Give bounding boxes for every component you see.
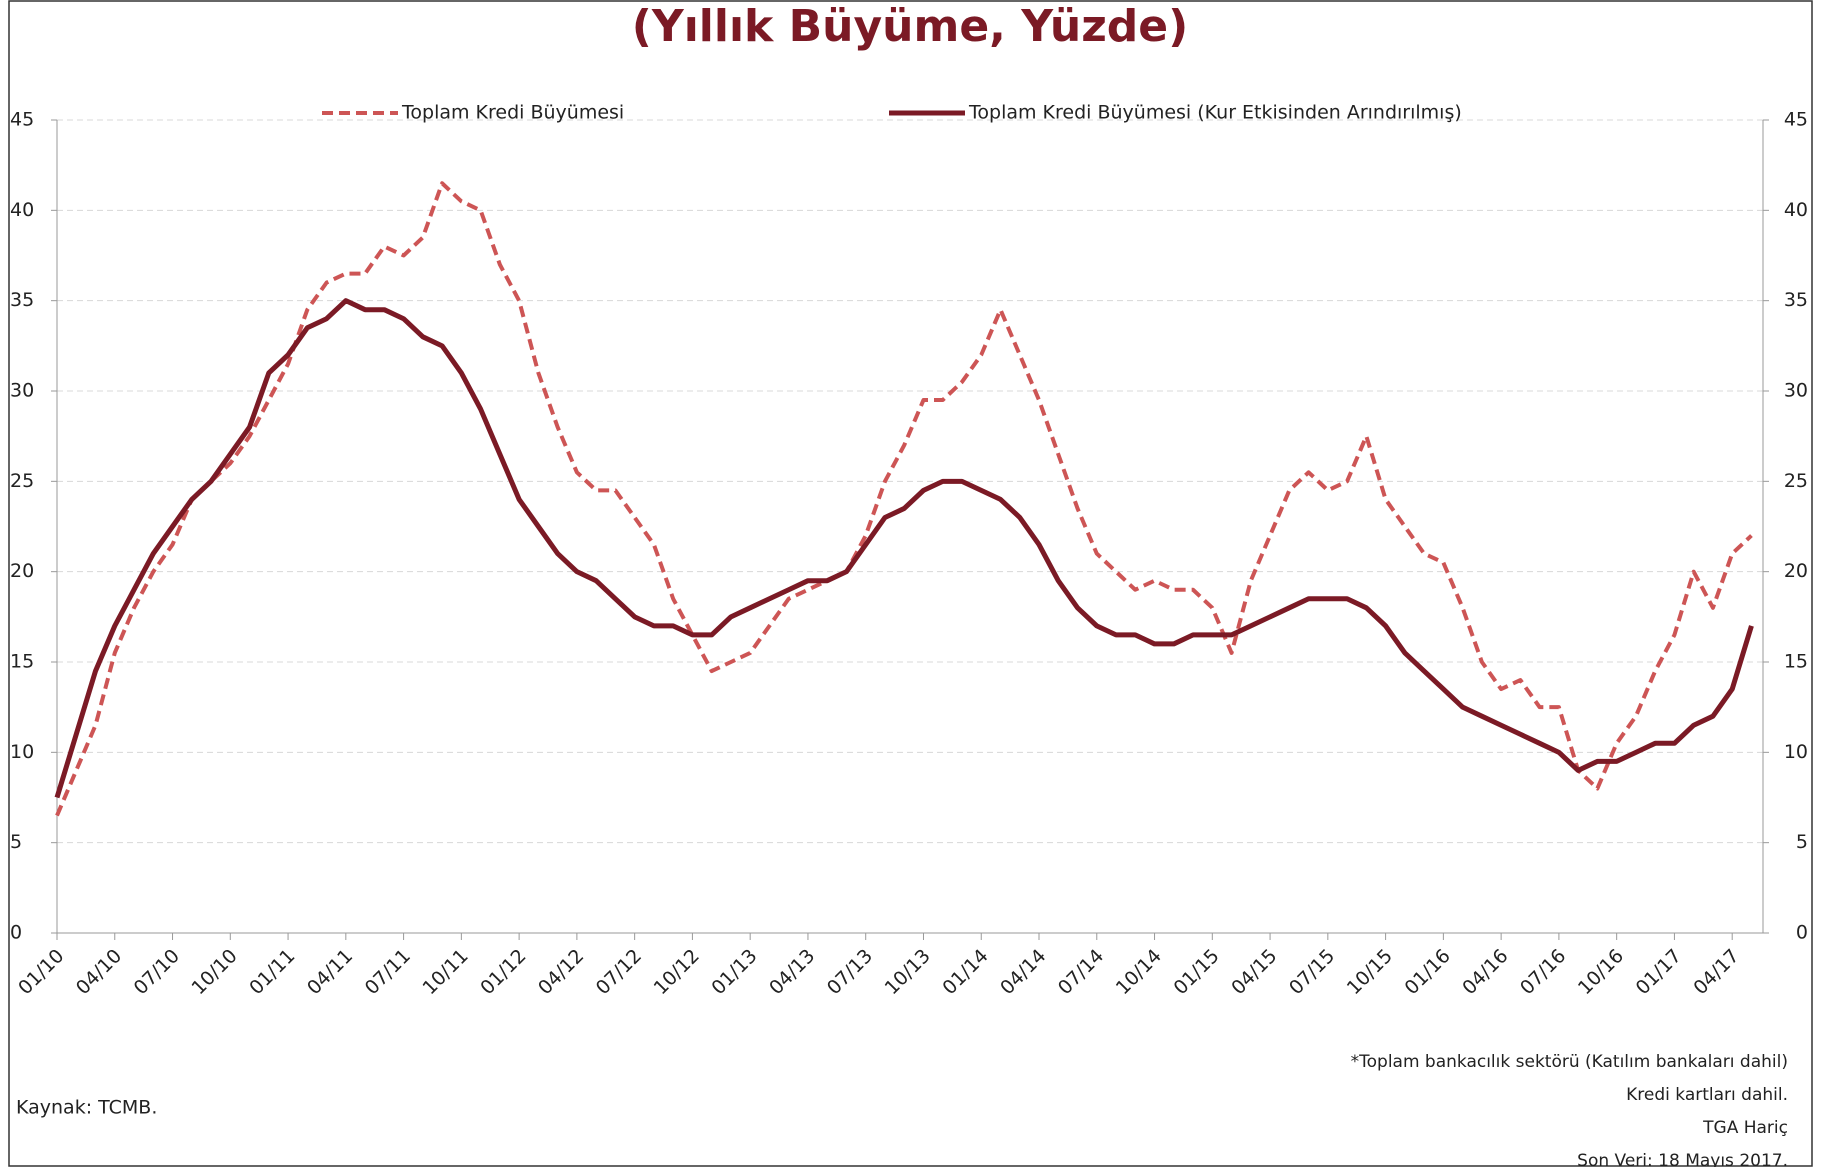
- x-tick-label: 04/14: [996, 945, 1050, 999]
- x-tick-label: 01/17: [1632, 945, 1686, 999]
- x-tick-label: 01/14: [938, 945, 992, 999]
- x-tick-label: 01/13: [707, 945, 761, 999]
- x-tick-label: 07/16: [1516, 945, 1570, 999]
- x-tick-label: 01/10: [14, 945, 68, 999]
- source: Kaynak: TCMB.: [16, 1097, 157, 1119]
- note: TGA Hariç: [1702, 1118, 1788, 1138]
- x-tick-label: 01/16: [1401, 945, 1455, 999]
- y2-tick-label: 30: [1784, 380, 1808, 402]
- x-tick-label: 04/17: [1689, 945, 1743, 999]
- x-tick-label: 04/15: [1227, 945, 1281, 999]
- note: Son Veri: 18 Mayıs 2017.: [1577, 1151, 1788, 1167]
- x-tick-label: 04/13: [765, 945, 819, 999]
- y2-tick-label: 40: [1784, 199, 1808, 221]
- y2-tick-label: 45: [1784, 109, 1808, 131]
- y2-tick-label: 5: [1796, 831, 1808, 853]
- line-series: [55, 181, 1753, 817]
- x-tick-label: 07/15: [1285, 945, 1339, 999]
- x-tick-label: 07/14: [1054, 945, 1108, 999]
- y-tick-label: 0: [10, 922, 22, 944]
- y2-tick-label: 0: [1796, 922, 1808, 944]
- line-series: [54, 298, 1754, 799]
- x-tick-label: 07/12: [592, 945, 646, 999]
- x-tick-label: 04/12: [534, 945, 588, 999]
- y-tick-label: 5: [10, 831, 22, 853]
- x-tick-label: 04/11: [303, 945, 357, 999]
- chart-title: (Yıllık Büyüme, Yüzde): [632, 1, 1189, 52]
- x-tick-label: 10/14: [1112, 945, 1166, 999]
- y-tick-label: 40: [10, 199, 34, 221]
- y-tick-label: 35: [10, 289, 34, 311]
- x-tick-label: 07/11: [361, 945, 415, 999]
- y2-tick-label: 15: [1784, 651, 1808, 673]
- x-tick-label: 10/12: [650, 945, 704, 999]
- y-tick-label: 30: [10, 380, 34, 402]
- x-tick-label: 04/16: [1458, 945, 1512, 999]
- y2-tick-label: 35: [1784, 289, 1808, 311]
- y2-tick-label: 20: [1784, 560, 1808, 582]
- note: *Toplam bankacılık sektörü (Katılım bank…: [1351, 1052, 1788, 1072]
- y2-tick-label: 25: [1784, 470, 1808, 492]
- y2-tick-label: 10: [1784, 741, 1808, 763]
- x-tick-label: 10/11: [418, 945, 472, 999]
- x-tick-label: 04/10: [72, 945, 126, 999]
- y-tick-label: 25: [10, 470, 34, 492]
- x-tick-label: 01/15: [1169, 945, 1223, 999]
- x-tick-label: 01/11: [245, 945, 299, 999]
- y-tick-label: 45: [10, 109, 34, 131]
- x-tick-label: 07/10: [130, 945, 184, 999]
- x-tick-label: 07/13: [823, 945, 877, 999]
- frame: [8, 0, 1813, 1167]
- y-tick-label: 20: [10, 560, 34, 582]
- legend-label: Toplam Kredi Büyümesi: [401, 102, 624, 124]
- y-tick-label: 15: [10, 651, 34, 673]
- x-tick-label: 10/10: [187, 945, 241, 999]
- x-tick-label: 10/13: [881, 945, 935, 999]
- legend-label: Toplam Kredi Büyümesi (Kur Etkisinden Ar…: [968, 102, 1462, 124]
- note: Kredi kartları dahil.: [1626, 1085, 1788, 1105]
- x-tick-label: 10/16: [1574, 945, 1628, 999]
- x-tick-label: 10/15: [1343, 945, 1397, 999]
- y-tick-label: 10: [10, 741, 34, 763]
- x-tick-label: 01/12: [476, 945, 530, 999]
